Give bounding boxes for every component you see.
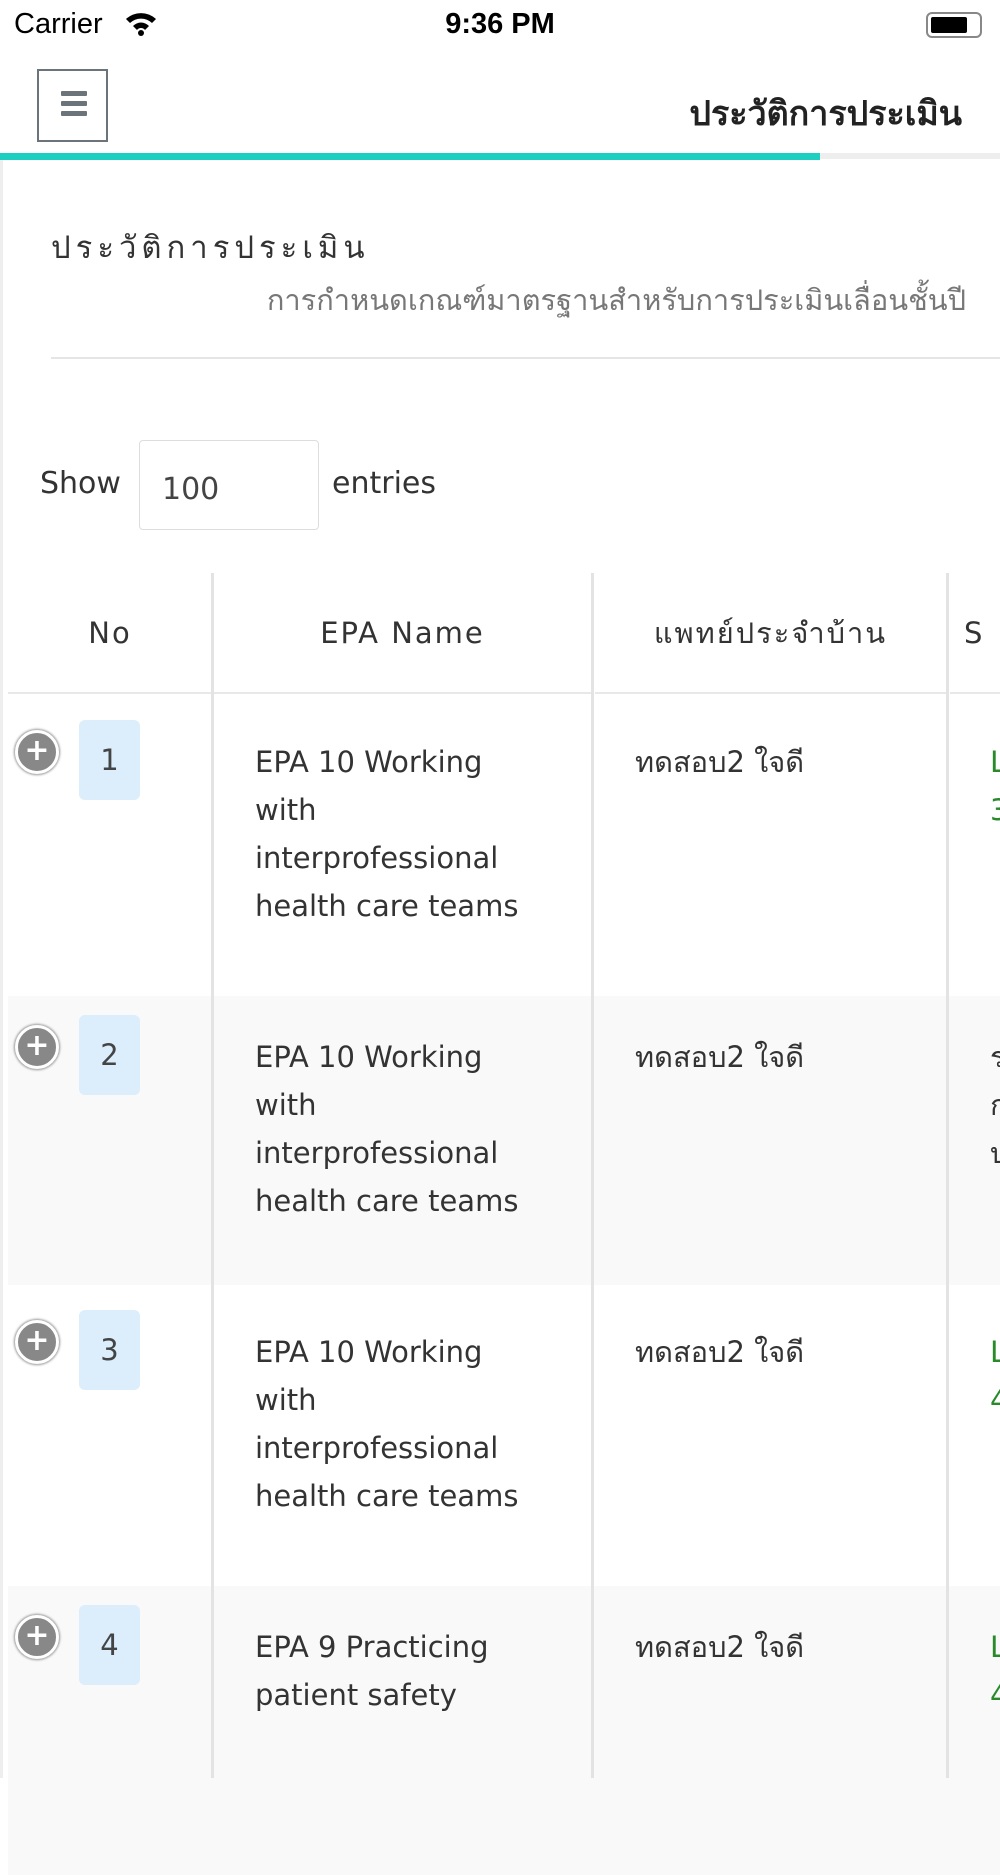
epa-name: health care teams (255, 1479, 519, 1513)
expand-row-icon[interactable]: + (15, 1615, 59, 1659)
epa-name: EPA 10 Working (255, 1335, 483, 1369)
page-title: ประวัติการประเมิน (51, 230, 370, 266)
table-row[interactable] (8, 701, 1000, 990)
column-divider (591, 573, 594, 1778)
status-text: ก (990, 1088, 1000, 1122)
status-text: บ (990, 1136, 1000, 1170)
status-text: L (990, 1630, 1000, 1664)
epa-name: health care teams (255, 889, 519, 923)
epa-name: interprofessional (255, 1431, 499, 1465)
entries-per-page-select[interactable] (139, 440, 319, 530)
epa-name: EPA 10 Working (255, 1040, 483, 1074)
clock: 9:36 PM (445, 8, 555, 40)
expand-row-icon[interactable]: + (15, 1320, 59, 1364)
menu-button[interactable] (37, 69, 108, 142)
row-number-badge: 2 (79, 1015, 140, 1095)
hamburger-icon-bar (61, 111, 87, 116)
show-label: Show (40, 466, 121, 501)
row-number-badge: 4 (79, 1605, 140, 1685)
column-header[interactable]: แพทย์ประจำบ้าน (595, 573, 946, 694)
table-row[interactable] (8, 1291, 1000, 1580)
carrier-label: Carrier (14, 8, 103, 40)
entries-label: entries (332, 466, 436, 501)
epa-name: EPA 10 Working (255, 745, 483, 779)
status-text: 3 (990, 793, 1000, 827)
battery-icon (926, 12, 982, 38)
epa-name: interprofessional (255, 841, 499, 875)
divider (51, 357, 1000, 359)
status-text: L (990, 745, 1000, 779)
epa-name: with (255, 1383, 317, 1417)
epa-name: patient safety (255, 1678, 457, 1712)
progress-bar (0, 153, 820, 160)
nav-title: ประวัติการประเมิน (689, 94, 962, 134)
status-bar: Carrier 9:36 PM (0, 0, 1000, 50)
column-header[interactable]: EPA Name (214, 573, 591, 694)
resident-name: ทดสอบ2 ใจดี (635, 1335, 805, 1369)
status-text: ร (990, 1040, 1000, 1074)
resident-name: ทดสอบ2 ใจดี (635, 1630, 805, 1664)
column-divider (211, 573, 214, 1778)
epa-name: interprofessional (255, 1136, 499, 1170)
expand-row-icon[interactable]: + (15, 1025, 59, 1069)
epa-name: with (255, 1088, 317, 1122)
resident-name: ทดสอบ2 ใจดี (635, 1040, 805, 1074)
column-divider (946, 573, 949, 1778)
epa-name: health care teams (255, 1184, 519, 1218)
row-number-badge: 1 (79, 720, 140, 800)
page-subtitle: การกำหนดเกณฑ์มาตรฐานสำหรับการประเมินเลื่… (266, 283, 966, 317)
epa-name: EPA 9 Practicing (255, 1630, 489, 1664)
status-text: L (990, 1335, 1000, 1369)
table-row[interactable] (8, 1586, 1000, 1875)
resident-name: ทดสอบ2 ใจดี (635, 745, 805, 779)
hamburger-icon (61, 91, 87, 96)
row-number-badge: 3 (79, 1310, 140, 1390)
wifi-icon (126, 13, 156, 36)
status-text: 4 (990, 1678, 1000, 1712)
content-border (0, 160, 3, 1778)
hamburger-icon-bar (61, 101, 87, 106)
table-row[interactable] (8, 996, 1000, 1285)
column-header[interactable]: S (950, 573, 1000, 694)
expand-row-icon[interactable]: + (15, 730, 59, 774)
column-header[interactable]: No (8, 573, 212, 694)
epa-name: with (255, 793, 317, 827)
status-text: 4 (990, 1383, 1000, 1417)
